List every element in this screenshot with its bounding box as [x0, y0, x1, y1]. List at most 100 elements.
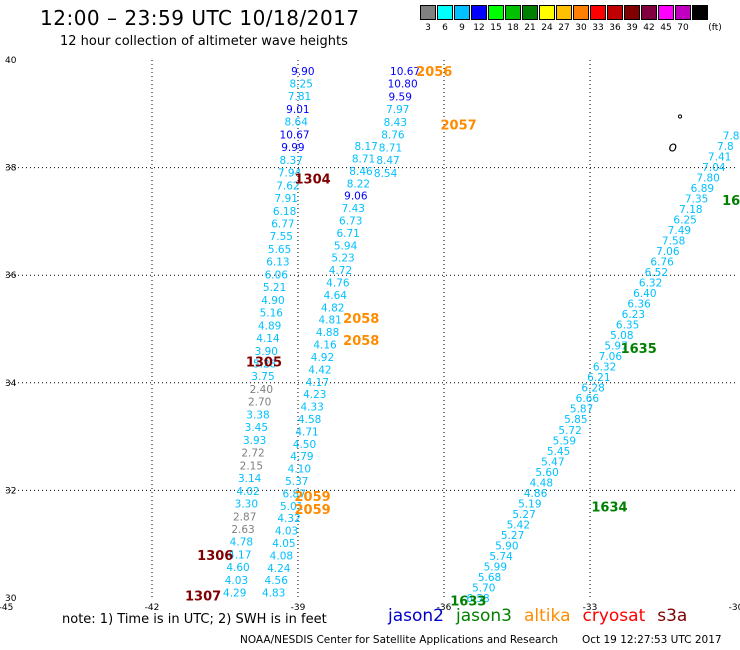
wave-height-value: 5.16	[260, 308, 284, 320]
wave-height-value: 3.38	[246, 409, 269, 421]
wave-height-value: 6.28	[581, 383, 604, 395]
wave-height-value: 2.87	[233, 511, 256, 523]
color-scale-swatch	[692, 5, 708, 20]
wave-height-value: 7.18	[679, 204, 702, 216]
wave-height-value: 6.32	[593, 362, 616, 374]
wave-height-value: 6.06	[265, 269, 289, 281]
color-scale-label: 30	[575, 23, 587, 33]
pass-time-label: 2058	[343, 312, 379, 327]
wave-height-value: 7.06	[656, 246, 680, 258]
color-scale-swatch	[607, 5, 623, 20]
wave-height-value: 10.67	[280, 129, 310, 141]
wave-height-value: 4.17	[306, 377, 329, 389]
color-scale-swatch	[556, 5, 572, 20]
color-scale-swatch	[437, 5, 453, 20]
generated-timestamp: Oct 19 12:27:53 UTC 2017	[582, 634, 722, 646]
wave-height-value: 2.70	[248, 397, 271, 409]
color-scale-label: 39	[626, 23, 638, 33]
wave-height-value: 7.41	[708, 151, 731, 163]
wave-height-value: 5.23	[331, 253, 354, 265]
wave-height-value: 8.76	[381, 130, 405, 142]
satellite-legend-item: jason2	[388, 606, 444, 626]
wave-height-value: 6.35	[616, 320, 639, 332]
wave-height-value: 3.93	[243, 435, 266, 447]
pass-time-label: 2059	[295, 490, 331, 505]
wave-height-value: 5.99	[484, 561, 507, 573]
wave-height-value: 7.81	[288, 91, 311, 103]
pass-time-label: 1304	[295, 172, 331, 187]
wave-height-value: 4.72	[329, 265, 352, 277]
wave-height-value: 5.94	[334, 240, 358, 252]
wave-height-value: 4.78	[230, 537, 253, 549]
pass-time-label: 1635	[621, 342, 657, 357]
wave-height-value: 5.45	[547, 446, 570, 458]
wave-height-value: 7.04	[702, 162, 726, 174]
lat-tick-label: 40	[5, 56, 17, 66]
color-scale-label: 45	[660, 23, 672, 33]
satellite-legend-item: altika	[524, 606, 571, 626]
wave-height-value: 4.29	[223, 588, 246, 600]
wave-height-value: 5.27	[512, 509, 535, 521]
wave-height-value: 4.86	[524, 488, 548, 500]
lon-tick-label: -30	[729, 603, 740, 613]
color-scale-label: 70	[677, 23, 689, 33]
island-outline: o	[668, 139, 677, 155]
wave-height-value: 8.71	[379, 142, 402, 154]
footer-note: note: 1) Time is in UTC; 2) SWH is in fe…	[62, 612, 327, 627]
wave-height-value: 4.90	[261, 295, 284, 307]
wave-height-value: 5.42	[507, 519, 530, 531]
color-scale-swatch	[420, 5, 436, 20]
wave-height-value: 5.68	[478, 572, 501, 584]
lon-tick-label: -39	[291, 603, 306, 613]
wave-height-value: 6.32	[639, 278, 662, 290]
wave-height-value: 6.87	[283, 488, 306, 500]
wave-height-value: 7.8	[717, 141, 734, 153]
wave-height-value: 5.59	[553, 435, 576, 447]
wave-height-value: 5.08	[610, 330, 633, 342]
wave-height-value: 5.90	[495, 540, 518, 552]
wave-height-value: 5.85	[564, 414, 587, 426]
wave-height-value: 9.99	[281, 142, 304, 154]
wave-height-value: 6.77	[271, 218, 294, 230]
wave-height-value: 3.90	[255, 346, 278, 358]
wave-height-value: 5.70	[472, 582, 495, 594]
wave-height-value: 4.60	[226, 562, 249, 574]
pass-time-label: 1305	[246, 355, 282, 370]
wave-height-value: 2.63	[231, 524, 254, 536]
wave-height-value: 5.65	[268, 244, 291, 256]
wave-height-value: 4.32	[277, 513, 300, 525]
wave-height-value: 4.88	[316, 327, 339, 339]
wave-height-value: 6.18	[273, 206, 296, 218]
wave-height-value: 3.45	[245, 422, 268, 434]
wave-height-value: 5.72	[558, 425, 581, 437]
satellite-legend-item: jason3	[456, 606, 512, 626]
wave-height-value: 4.03	[225, 575, 248, 587]
satellite-legend-item: cryosat	[582, 606, 646, 626]
color-scale-swatch	[624, 5, 640, 20]
wave-height-value: 7.62	[276, 180, 299, 192]
wave-height-value: 2.15	[240, 460, 263, 472]
wave-height-value: 7.49	[668, 225, 691, 237]
color-scale-label: 9	[459, 23, 465, 33]
wave-height-value: 4.71	[295, 426, 318, 438]
wave-height-value: 7.8	[723, 130, 740, 142]
color-scale-label: 21	[524, 23, 536, 33]
color-scale-swatch	[658, 5, 674, 20]
wave-height-value: 6.71	[336, 228, 359, 240]
color-scale-label: 12	[473, 23, 485, 33]
pass-time-label: 1307	[185, 589, 221, 604]
wave-height-value: 5.47	[541, 456, 564, 468]
lat-tick-label: 34	[5, 379, 17, 389]
wave-height-value: 7.94	[278, 168, 302, 180]
wave-height-value: 10.67	[390, 66, 420, 78]
pass-time-label: 2057	[441, 119, 477, 134]
color-scale-swatch	[505, 5, 521, 20]
wave-height-value: 8.47	[376, 155, 399, 167]
lat-tick-label: 38	[5, 164, 17, 174]
wave-height-value: 8.37	[280, 155, 303, 167]
wave-height-value: 4.48	[530, 477, 553, 489]
wave-height-value: 4.58	[298, 414, 321, 426]
wave-height-value: 4.08	[270, 550, 293, 562]
wave-height-value: 8.22	[347, 178, 370, 190]
